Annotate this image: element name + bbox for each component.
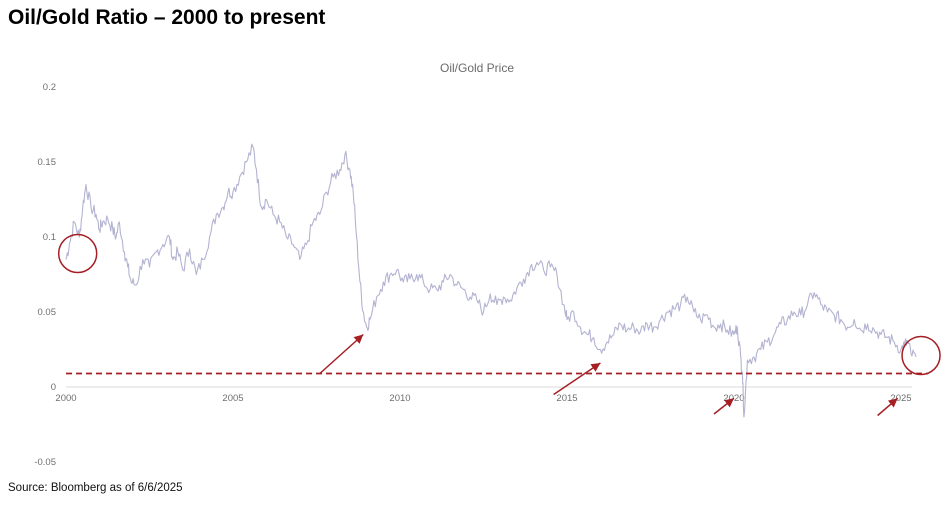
- chart-title: Oil/Gold Price: [440, 61, 514, 75]
- x-tick-label: 2010: [389, 393, 410, 404]
- oil-gold-ratio-chart: Oil/Gold Price -0.05 0 0.05 0.1 0.15 0.2 2000…: [34, 61, 941, 468]
- series-layer: [65, 143, 917, 418]
- page-title: Oil/Gold Ratio – 2000 to present: [8, 6, 326, 29]
- source-note: Source: Bloomberg as of 6/6/2025: [8, 482, 183, 494]
- series-line: [65, 143, 917, 418]
- y-tick-label: 0.1: [43, 232, 56, 243]
- highlight-circle: [901, 335, 941, 376]
- x-tick-label: 2005: [222, 393, 243, 404]
- y-tick-label: 0.2: [43, 82, 56, 93]
- annotation-layer: [57, 233, 941, 417]
- x-tick-label: 2015: [556, 393, 577, 404]
- x-tick-label: 2025: [890, 393, 911, 404]
- y-tick-label: 0.15: [38, 157, 57, 168]
- y-axis-ticks: -0.05 0 0.05 0.1 0.15 0.2: [34, 82, 56, 468]
- highlight-circle: [57, 233, 98, 274]
- x-axis: 2000 2005 2010 2015 2020 2025: [55, 386, 912, 404]
- y-tick-label: -0.05: [34, 457, 56, 468]
- annotation-arrow: [553, 362, 601, 396]
- x-tick-label: 2000: [55, 393, 76, 404]
- annotation-arrow: [877, 397, 899, 417]
- annotation-arrow: [713, 397, 735, 415]
- y-tick-label: 0.05: [38, 307, 57, 318]
- y-tick-label: 0: [51, 382, 56, 393]
- annotation-arrow: [319, 333, 364, 375]
